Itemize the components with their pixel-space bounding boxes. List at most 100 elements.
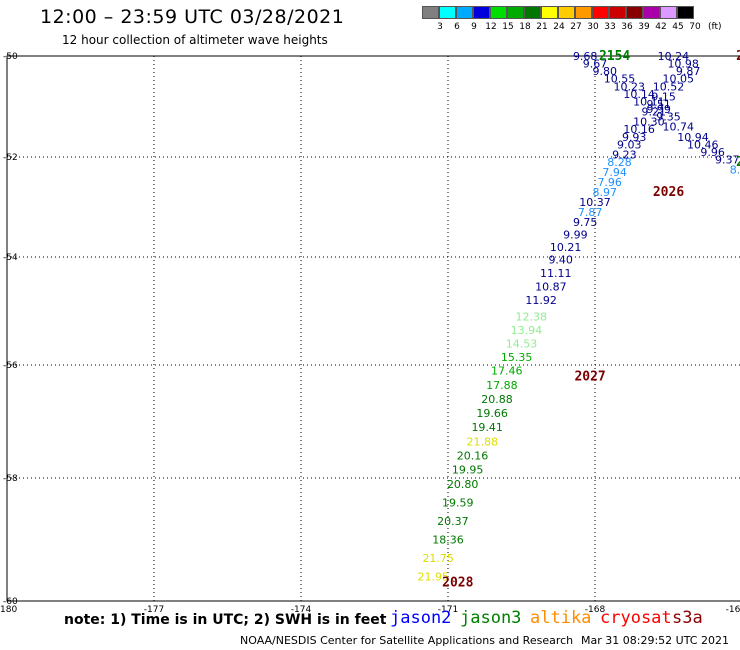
wave-height-value: 18.36 [432,534,464,547]
credit-line: NOAA/NESDIS Center for Satellite Applica… [240,634,574,647]
legend-swatch [490,6,507,19]
wave-height-value: 11.92 [525,294,557,307]
legend-label: 24 [553,22,565,32]
lat-tick-label: -58 [3,474,18,484]
wave-height-value: 15.35 [501,351,533,364]
legend-label: 27 [570,22,582,32]
pass-id-label: 2028 [442,576,473,591]
pass-id-label: 2025 [736,49,740,64]
wave-height-value: 10.87 [535,281,567,294]
wave-height-value: 7.94 [602,166,627,179]
legend-label: 70 [689,22,701,32]
satellite-name: jason3 [460,608,522,628]
legend-swatch [507,6,524,19]
wave-height-value: 9.37 [715,154,740,167]
wave-height-value: 9.23 [612,148,637,161]
pass-id-label: 2154 [599,49,630,64]
wave-height-value: 21.95 [418,570,450,583]
map-frame [6,55,740,602]
legend-label: 18 [519,22,531,32]
lat-tick-label: -50 [3,52,18,62]
timestamp: Mar 31 08:29:52 UTC 2021 [581,634,729,647]
wave-height-value: 19.59 [442,497,474,510]
satellite-name: s3a [672,608,703,628]
wave-height-value: 20.37 [437,515,469,528]
wave-height-value: 10.23 [614,80,646,93]
wave-height-value: 9.93 [622,131,647,144]
legend-label: 45 [672,22,684,32]
page-title: 12:00 – 23:59 UTC 03/28/2021 [40,6,345,28]
wave-height-value: 10.11 [633,95,665,108]
wave-height-value: 9.99 [646,103,671,116]
wave-height-value: 17.46 [491,365,523,378]
legend-label: 6 [454,22,460,32]
legend-label: 15 [502,22,514,32]
legend-swatch [592,6,609,19]
legend-label: 30 [587,22,599,32]
wave-height-value: 9.68 [573,50,598,63]
wave-height-value: 8.97 [593,186,618,199]
legend-label: 3 [437,22,443,32]
legend-swatch [575,6,592,19]
legend-swatch [473,6,490,19]
wave-height-value: 9.03 [617,138,642,151]
wave-height-value: 17.88 [486,379,518,392]
wave-height-value: 7.96 [597,176,622,189]
wave-height-value: 10.46 [687,138,719,151]
wave-height-value: 10.30 [633,116,665,129]
lon-tick-label: -16 [726,605,740,615]
legend-label: 21 [536,22,548,32]
wave-height-value: 9.96 [700,146,725,159]
satellite-name: jason2 [390,608,452,628]
wave-height-value: 12.38 [516,310,548,323]
wave-height-value: 9.80 [593,65,618,78]
wave-height-value: 10.52 [653,80,685,93]
wave-height-value: 8.28 [607,156,632,169]
wave-height-value: 9.40 [548,254,573,267]
wave-height-value: 20.88 [481,393,513,406]
lat-tick-label: -52 [3,153,18,163]
page-subtitle: 12 hour collection of altimeter wave hei… [62,33,328,47]
wave-height-value: 19.41 [471,421,503,434]
wave-height-value: 20.16 [457,449,489,462]
wave-height-value: 10.14 [623,88,655,101]
lon-tick-label: -174 [291,605,312,615]
wave-height-value: 7.87 [578,206,603,219]
legend-swatch [643,6,660,19]
wave-height-value: 10.05 [663,73,695,86]
lat-tick-label: -56 [3,361,18,371]
wave-height-value: 9.35 [656,111,681,124]
legend-swatch [558,6,575,19]
wave-height-value: 10.55 [604,73,636,86]
pass-id-label: 2155 [736,155,740,170]
legend-label: 12 [485,22,497,32]
wave-height-value: 10.94 [677,131,709,144]
wave-height-value: 13.94 [511,324,543,337]
lon-tick-label: -168 [585,605,606,615]
lat-tick-label: -60 [3,597,18,607]
legend-unit: (ft) [708,22,722,32]
wave-height-value: 9.15 [651,90,676,103]
wave-height-value: 9.67 [583,58,608,71]
legend-swatch [541,6,558,19]
wave-height-value: 10.24 [658,50,690,63]
satellite-name: altika [530,608,592,628]
wave-height-value: 9.51 [646,98,671,111]
legend-swatch [677,6,694,19]
legend-swatch [660,6,677,19]
legend-label: 9 [471,22,477,32]
wave-height-value: 9.21 [642,106,667,119]
legend-swatch [626,6,643,19]
wave-height-value: 11.11 [540,267,572,280]
wave-height-value: 9.87 [676,65,701,78]
wave-height-value: 21.75 [422,552,454,565]
wave-height-value: 10.16 [623,123,655,136]
legend-label: 39 [638,22,650,32]
legend-swatch [456,6,473,19]
legend-swatch [422,6,439,19]
lat-tick-label: -54 [3,253,18,263]
legend-label: 33 [604,22,616,32]
pass-id-label: 2027 [574,369,605,384]
wave-height-value: 10.98 [667,58,699,71]
